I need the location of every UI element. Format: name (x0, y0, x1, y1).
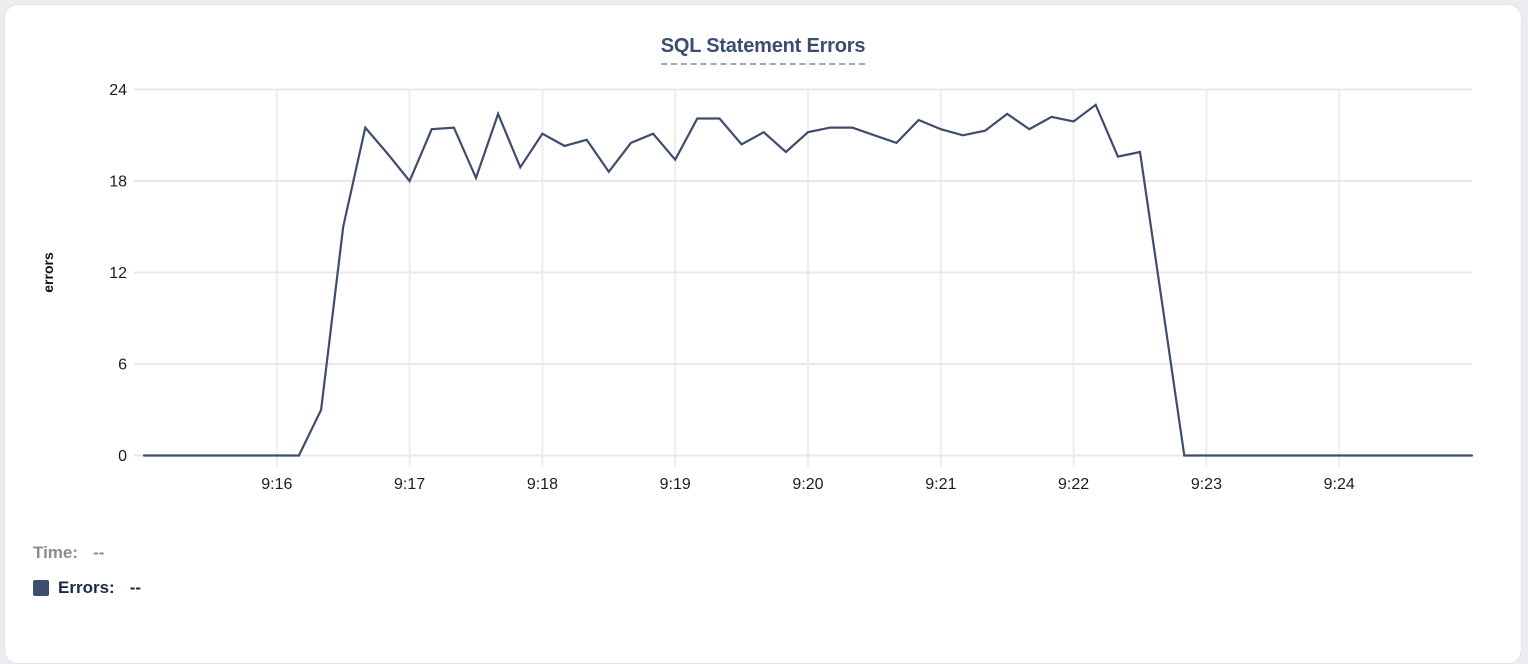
y-tick-label: 0 (118, 448, 127, 465)
errors-readout-label: Errors: (58, 578, 115, 597)
errors-line (142, 103, 1474, 457)
x-tick-label: 9:23 (1191, 476, 1222, 493)
x-tick-label: 9:20 (792, 476, 823, 493)
x-tick-label: 9:16 (261, 476, 292, 493)
y-tick-label: 12 (109, 265, 127, 282)
x-tick-label: 9:24 (1324, 476, 1355, 493)
x-tick-label: 9:18 (527, 476, 558, 493)
time-readout-row: Time: -- (33, 543, 141, 563)
chart-header: SQL Statement Errors (5, 35, 1521, 65)
x-tick-label: 9:22 (1058, 476, 1089, 493)
hover-readout: Time: -- Errors: -- (33, 543, 141, 598)
y-tick-label: 18 (109, 174, 127, 191)
y-tick-label: 6 (118, 357, 127, 374)
chart-title[interactable]: SQL Statement Errors (660, 35, 865, 65)
chart-card: SQL Statement Errors 9:16 9:17 9:18 9:19 9:2… (4, 4, 1522, 664)
x-tick-label: 9:21 (925, 476, 956, 493)
time-readout-label: Time: (33, 543, 79, 562)
y-tick-label: 24 (109, 82, 127, 99)
x-tick-label: 9:19 (660, 476, 691, 493)
errors-readout-value: -- (129, 578, 142, 597)
errors-legend-swatch (33, 580, 49, 596)
y-axis-label: errors (40, 252, 56, 293)
x-tick-label: 9:17 (394, 476, 425, 493)
time-readout-value: -- (93, 543, 105, 562)
errors-readout-row: Errors: -- (33, 578, 141, 598)
chart-svg[interactable]: 9:16 9:17 9:18 9:19 9:20 9:21 9:22 9:23 9:24 0 6 12… (5, 5, 1525, 510)
